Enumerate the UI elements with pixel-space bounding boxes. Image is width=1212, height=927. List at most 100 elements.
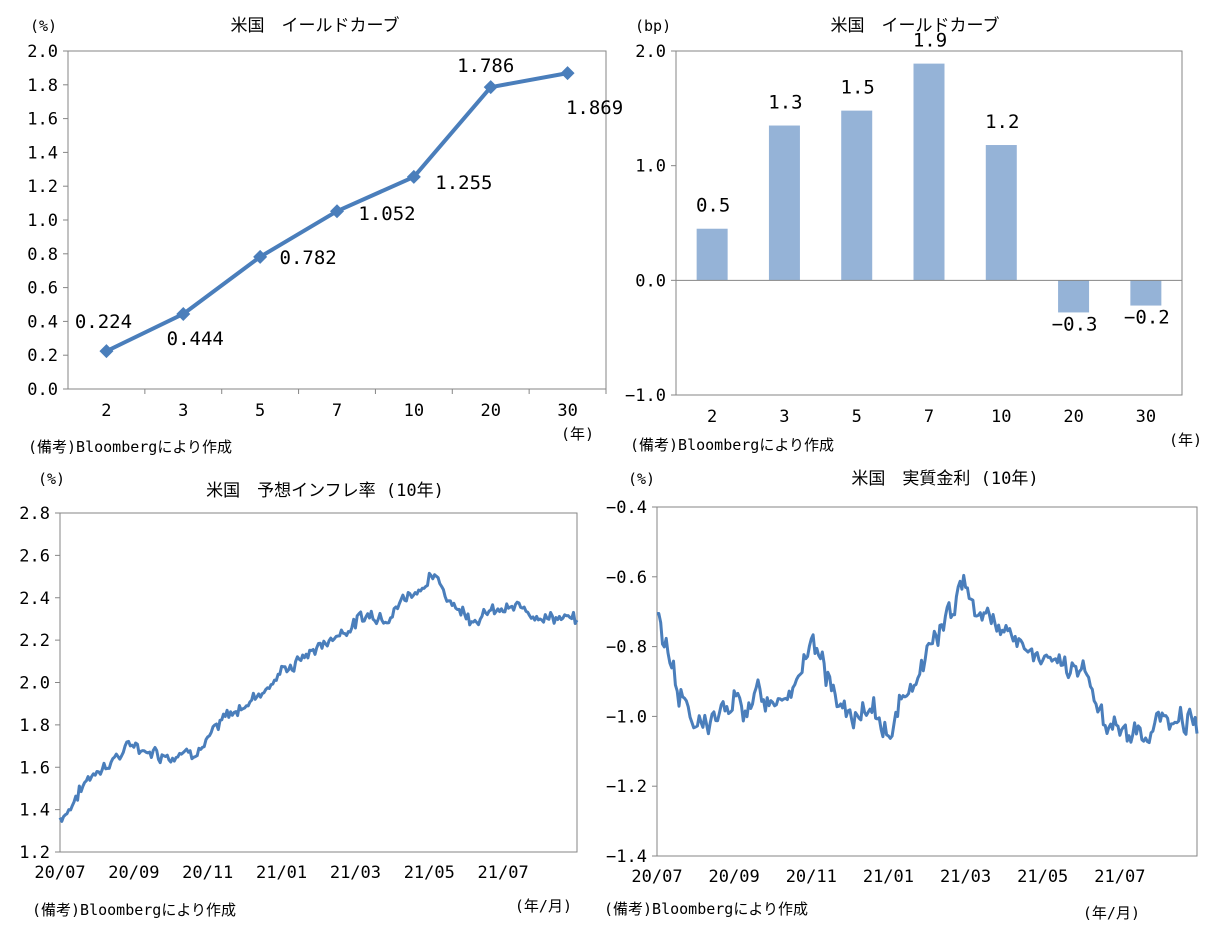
chart1-data-label: 0.444 [167, 328, 224, 350]
chart3-ytick-label: 1.4 [19, 801, 50, 821]
chart4-ytick-label: −0.4 [606, 498, 647, 518]
chart1-point-marker [483, 80, 498, 95]
chart3-xtick-label: 20/09 [108, 863, 159, 883]
chart1-point-marker [406, 169, 421, 184]
chart3-ytick-label: 2.6 [19, 546, 50, 566]
chart1-xtick-label: 3 [178, 401, 188, 421]
chart2-ytick-label: 2.0 [635, 42, 666, 62]
chart2-xtick-label: 2 [707, 407, 717, 427]
chart2-data-label: 0.5 [696, 195, 730, 217]
chart2-ytick-label: 0.0 [635, 271, 666, 291]
chart3-plot-border [59, 512, 578, 853]
chart3-xtick-label: 21/07 [478, 863, 529, 883]
chart4-unit-label: (%) [628, 470, 655, 488]
chart1-source-note: (備考)Bloombergにより作成 [28, 438, 232, 456]
chart1-point-marker [99, 344, 114, 359]
chart3-source-note: (備考)Bloombergにより作成 [32, 901, 236, 919]
chart3-xtick-label: 21/01 [256, 863, 307, 883]
chart2-xtick-label: 10 [991, 407, 1011, 427]
real-rate-line-chart: (%) 米国 実質金利 (10年) −1.4 −1.2 −1.0 −0.8 −0.6 −0… [604, 469, 1199, 922]
chart4-x-unit-label: (年/月) [1083, 904, 1140, 922]
chart4-ytick-label: −1.0 [606, 707, 647, 727]
chart2-bar [985, 145, 1017, 281]
chart3-xtick-label: 20/07 [34, 863, 85, 883]
chart1-xtick-label: 5 [255, 401, 265, 421]
yield-curve-line-chart: (%) 米国 イールドカーブ 0.0 0.2 0.4 0.6 0.8 1.0 1.2 1.4 1… [27, 15, 623, 456]
chart1-ytick-label: 1.8 [27, 76, 58, 96]
chart2-xtick-label: 7 [924, 407, 934, 427]
chart1-xtick-label: 30 [557, 401, 577, 421]
chart1-point-marker [560, 66, 575, 81]
chart1-data-label: 1.255 [435, 172, 492, 194]
chart2-xtick-label: 30 [1136, 407, 1156, 427]
expected-inflation-line-chart: (%) 米国 予想インフレ率 (10年) 1.2 1.4 1.6 1.8 2.0 2.2 2… [19, 470, 579, 919]
chart3-series-line [58, 571, 579, 823]
chart1-plot-border [67, 50, 607, 390]
chart4-xtick-label: 21/07 [1094, 867, 1145, 887]
chart1-ytick-label: 0.2 [27, 346, 58, 366]
chart1-xtick-label: 20 [480, 401, 500, 421]
chart4-ytick-label: −1.4 [606, 847, 647, 867]
chart1-ytick-label: 1.6 [27, 110, 58, 130]
chart1-point-marker [176, 306, 191, 321]
chart3-ytick-label: 2.4 [19, 589, 50, 609]
chart3-xtick-label: 20/11 [182, 863, 233, 883]
chart2-source-note: (備考)Bloombergにより作成 [630, 436, 834, 454]
chart1-ytick-label: 2.0 [27, 42, 58, 62]
chart2-plot-border [675, 50, 1183, 396]
chart3-title: 米国 予想インフレ率 (10年) [206, 481, 444, 501]
chart3-xtick-label: 21/03 [330, 863, 381, 883]
chart1-data-label: 1.786 [457, 55, 514, 77]
chart2-xtick-label: 3 [779, 407, 789, 427]
chart2-data-label: 1.5 [841, 77, 875, 99]
chart2-xtick-label: 20 [1063, 407, 1083, 427]
chart1-ytick-label: 0.8 [27, 245, 58, 265]
chart1-unit-label: (%) [30, 17, 57, 35]
chart2-bar [913, 63, 945, 281]
chart2-data-label: −0.2 [1124, 307, 1170, 329]
chart2-x-unit-label: (年) [1169, 431, 1202, 449]
chart1-point-marker [330, 204, 344, 219]
chart4-title: 米国 実質金利 (10年) [851, 469, 1038, 489]
chart2-bar [841, 110, 873, 281]
chart1-data-label: 0.224 [75, 311, 132, 333]
chart4-ytick-label: −1.2 [606, 777, 647, 797]
chart4-xtick-label: 20/11 [786, 867, 837, 887]
chart1-ytick-label: 0.6 [27, 279, 58, 299]
chart2-data-label: −0.3 [1052, 313, 1098, 335]
chart4-source-note: (備考)Bloombergにより作成 [604, 900, 808, 918]
chart2-bar [768, 125, 800, 281]
chart3-ytick-label: 2.2 [19, 631, 50, 651]
chart4-xtick-label: 20/09 [709, 867, 760, 887]
chart1-ytick-label: 1.4 [27, 143, 58, 163]
chart3-ytick-label: 2.8 [19, 504, 50, 524]
chart2-data-label: 1.3 [768, 92, 802, 114]
chart3-unit-label: (%) [38, 470, 65, 488]
chart2-data-label: 1.2 [985, 111, 1019, 133]
chart3-ytick-label: 1.2 [19, 843, 50, 863]
chart3-x-unit-label: (年/月) [515, 897, 572, 915]
chart1-data-label: 1.052 [358, 203, 415, 225]
yield-curve-bar-chart: (bp) 米国 イールドカーブ −1.0 0.0 1.0 2.0 2 3 5 7 10 20 30… [625, 15, 1202, 454]
chart1-xtick-label: 10 [404, 401, 424, 421]
chart1-data-label: 0.782 [280, 247, 337, 269]
chart2-unit-label: (bp) [635, 17, 671, 35]
chart2-bar [1130, 280, 1162, 306]
chart2-bar [1058, 280, 1090, 313]
chart3-xtick-label: 21/05 [404, 863, 455, 883]
chart4-ytick-label: −0.8 [606, 638, 647, 658]
chart1-data-label: 1.869 [566, 97, 623, 119]
chart4-plot-border [656, 506, 1198, 857]
chart1-ytick-label: 1.0 [27, 211, 58, 231]
chart1-point-marker [253, 249, 268, 264]
chart3-ytick-label: 1.6 [19, 758, 50, 778]
chart4-xtick-label: 21/01 [863, 867, 914, 887]
chart2-data-label: 1.9 [913, 30, 947, 52]
chart1-ytick-label: 0.4 [27, 312, 58, 332]
chart4-ytick-label: −0.6 [606, 568, 647, 588]
chart1-xtick-label: 2 [101, 401, 111, 421]
chart4-xtick-label: 20/07 [631, 867, 682, 887]
chart4-xtick-label: 21/03 [940, 867, 991, 887]
chart1-x-unit-label: (年) [561, 425, 594, 443]
